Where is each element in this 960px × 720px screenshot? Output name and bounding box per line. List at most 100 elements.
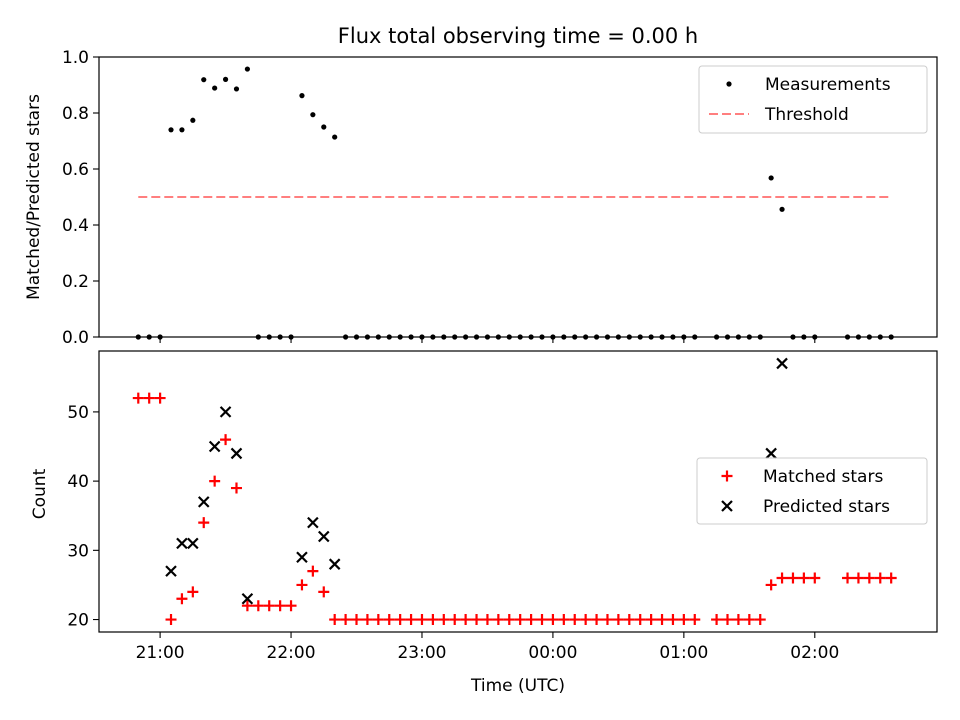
matched-stars-point [351, 614, 363, 626]
matched-stars-point [689, 614, 701, 626]
matched-stars-point [132, 392, 144, 404]
matched-stars-point [143, 392, 155, 404]
predicted-stars-point [317, 530, 330, 543]
measurements-point [768, 175, 774, 181]
measurements-point [310, 112, 316, 118]
bottom-xtick-label: 01:00 [659, 643, 708, 663]
bottom-ytick-label: 20 [67, 611, 89, 631]
legend-label: Measurements [765, 75, 891, 95]
matched-stars-point [623, 614, 635, 626]
matched-stars-point [852, 572, 864, 584]
predicted-stars-point [208, 440, 221, 453]
matched-stars-point [427, 614, 439, 626]
matched-stars-point [580, 614, 592, 626]
predicted-stars-point [230, 447, 243, 460]
matched-stars-point [514, 614, 526, 626]
bottom-xtick-label: 22:00 [267, 643, 316, 663]
matched-stars-point [176, 593, 188, 605]
legend-label: Predicted stars [763, 497, 890, 517]
bottom-ytick-label: 40 [67, 472, 89, 492]
predicted-stars-point [328, 558, 341, 570]
measurements-point [179, 127, 185, 133]
measurements-point [299, 93, 305, 99]
bottom-axes-frame [98, 350, 938, 633]
matched-stars-point [732, 614, 744, 626]
bottom-series [132, 357, 897, 626]
bottom-legend: Matched stars Predicted stars [696, 457, 928, 525]
matched-stars-point [722, 614, 733, 626]
matched-stars-point [329, 614, 341, 626]
matched-stars-point [612, 614, 624, 626]
measurements-point [332, 134, 338, 140]
matched-stars-point [874, 572, 886, 584]
matched-stars-point [754, 614, 766, 626]
matched-stars-point [776, 572, 788, 584]
matched-stars-point [263, 600, 275, 612]
matched-stars-point [885, 572, 897, 584]
measurements-point [212, 85, 218, 91]
matched-stars-point [252, 600, 264, 612]
top-ytick-label: 0.2 [62, 272, 89, 292]
bottom-xtick-label: 02:00 [790, 643, 839, 663]
predicted-stars-point [165, 565, 177, 577]
predicted-stars-point [776, 357, 788, 370]
matched-stars-point [481, 614, 493, 626]
matched-stars-point [460, 614, 472, 626]
measurements-point [222, 76, 229, 82]
matched-stars-point [798, 572, 810, 584]
matched-stars-point [220, 434, 232, 446]
matched-stars-point [471, 614, 483, 626]
predicted-stars-point [176, 537, 188, 550]
matched-stars-point [416, 614, 428, 626]
matched-stars-point [285, 600, 297, 612]
top-yticks: 0.0 0.2 0.4 0.6 0.8 1.0 [62, 48, 99, 348]
matched-stars-point [787, 572, 799, 584]
matched-stars-point [503, 614, 515, 626]
matched-stars-point [711, 614, 723, 626]
matched-stars-point [525, 614, 537, 626]
matched-stars-point [667, 614, 679, 626]
top-legend: Measurements Threshold [698, 65, 928, 134]
bottom-yticks: 20 30 40 50 [67, 403, 99, 631]
top-axes-frame [98, 56, 938, 338]
matched-stars-point [230, 482, 242, 494]
bottom-xlabel: Time (UTC) [470, 676, 565, 696]
matched-stars-point [372, 614, 384, 626]
measurements-point [321, 124, 327, 130]
predicted-stars-point [307, 516, 319, 529]
legend-measurements-swatch [726, 81, 732, 87]
legend-predicted-stars-swatch [721, 500, 733, 512]
top-ytick-label: 0.0 [62, 328, 89, 348]
top-panel: Flux total observing time = 0.00 h 0.0 0.… [24, 24, 938, 348]
measurements-point [779, 206, 785, 212]
top-legend-box [698, 65, 928, 134]
bottom-xtick-label: 23:00 [397, 643, 446, 663]
matched-stars-point [405, 614, 417, 626]
predicted-stars-point [241, 593, 254, 605]
measurements-point [168, 127, 174, 133]
top-title: Flux total observing time = 0.00 h [338, 24, 698, 48]
matched-stars-point [274, 600, 286, 612]
matched-stars-point [536, 614, 548, 626]
matched-stars-point [198, 517, 210, 529]
matched-stars-point [591, 614, 603, 626]
matched-stars-point [645, 614, 657, 626]
matched-stars-point [187, 586, 199, 598]
matched-stars-point [601, 614, 613, 626]
bottom-xtick-label: 00:00 [528, 643, 577, 663]
matched-stars-point [296, 579, 308, 591]
legend-label: Threshold [764, 105, 849, 125]
matched-stars-point [241, 600, 253, 612]
matched-stars-point [209, 475, 221, 487]
bottom-ytick-label: 50 [67, 403, 89, 423]
measurements-point [190, 117, 196, 123]
legend-matched-stars-swatch [721, 470, 733, 482]
matched-stars-point [634, 614, 646, 626]
matched-stars-point [656, 614, 668, 626]
matched-stars-point [678, 614, 690, 626]
top-ylabel: Matched/Predicted stars [24, 94, 44, 300]
predicted-stars-point [197, 496, 210, 508]
bottom-xtick-label: 21:00 [136, 643, 185, 663]
